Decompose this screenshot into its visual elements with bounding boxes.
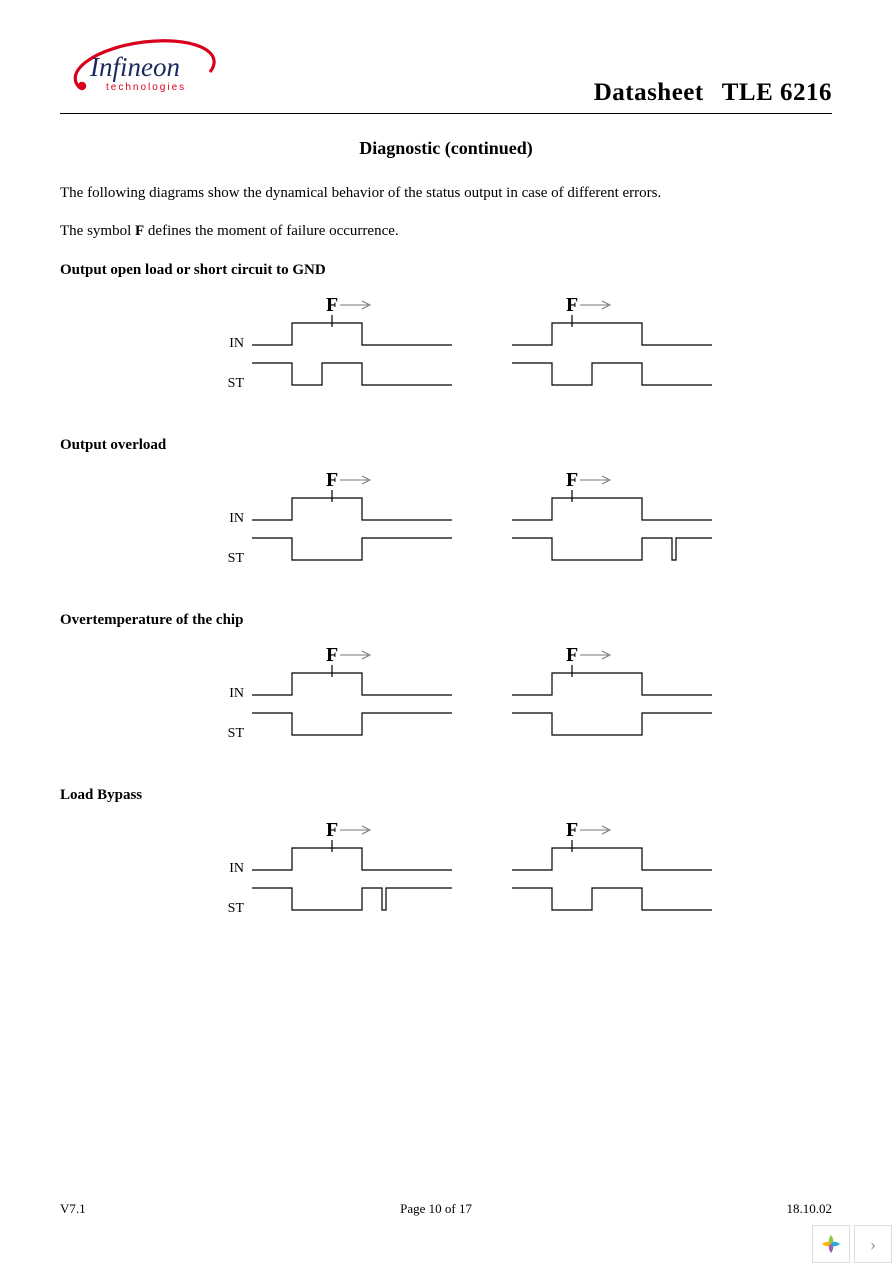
- diagram-overload: IN ST F F: [210, 462, 770, 592]
- diagram-overtemp: IN ST F F: [210, 637, 770, 767]
- part-number: TLE 6216: [722, 79, 832, 106]
- page-title: Diagnostic (continued): [60, 138, 832, 159]
- section-overload-title: Output overload: [60, 437, 832, 454]
- svg-text:F: F: [566, 294, 578, 316]
- intro-paragraph-2: The symbol F defines the moment of failu…: [60, 221, 832, 241]
- diagram-open-load: IN ST F F: [210, 287, 770, 417]
- nav-next-button[interactable]: ›: [854, 1225, 892, 1263]
- diagram-bypass: IN ST F F: [210, 812, 770, 942]
- footer-page: Page 10 of 17: [400, 1201, 472, 1217]
- svg-text:ST: ST: [228, 551, 245, 566]
- p2-pre: The symbol: [60, 223, 135, 239]
- chevron-right-icon: ›: [870, 1234, 876, 1255]
- footer-date: 18.10.02: [787, 1201, 833, 1217]
- page-footer: V7.1 Page 10 of 17 18.10.02: [60, 1201, 832, 1217]
- nav-color-icon[interactable]: [812, 1225, 850, 1263]
- brand-main-text: Infineon: [89, 52, 180, 82]
- datasheet-label: Datasheet: [594, 79, 704, 106]
- svg-text:IN: IN: [229, 336, 244, 351]
- p2-post: defines the moment of failure occurrence…: [144, 223, 398, 239]
- section-bypass-title: Load Bypass: [60, 787, 832, 804]
- svg-text:F: F: [326, 469, 338, 491]
- nav-widget: ›: [812, 1225, 892, 1263]
- svg-text:IN: IN: [229, 686, 244, 701]
- svg-text:F: F: [566, 819, 578, 841]
- svg-text:F: F: [566, 469, 578, 491]
- svg-text:ST: ST: [228, 376, 245, 391]
- brand-logo: Infineon technologies: [60, 38, 220, 107]
- header-title: Datasheet TLE 6216: [594, 79, 832, 107]
- brand-sub-text: technologies: [106, 82, 186, 93]
- footer-version: V7.1: [60, 1201, 86, 1217]
- svg-text:ST: ST: [228, 726, 245, 741]
- section-open-load-title: Output open load or short circuit to GND: [60, 262, 832, 279]
- svg-text:F: F: [326, 644, 338, 666]
- p2-bold: F: [135, 223, 144, 239]
- section-overtemp-title: Overtemperature of the chip: [60, 612, 832, 629]
- svg-text:F: F: [326, 294, 338, 316]
- svg-text:F: F: [326, 819, 338, 841]
- header-rule: [60, 113, 832, 114]
- svg-text:ST: ST: [228, 901, 245, 916]
- svg-text:F: F: [566, 644, 578, 666]
- page-header: Infineon technologies Datasheet TLE 6216: [60, 38, 832, 113]
- svg-text:IN: IN: [229, 861, 244, 876]
- svg-text:IN: IN: [229, 511, 244, 526]
- intro-paragraph-1: The following diagrams show the dynamica…: [60, 183, 832, 203]
- page: Infineon technologies DatasheetTLE 6216 …: [0, 0, 892, 1263]
